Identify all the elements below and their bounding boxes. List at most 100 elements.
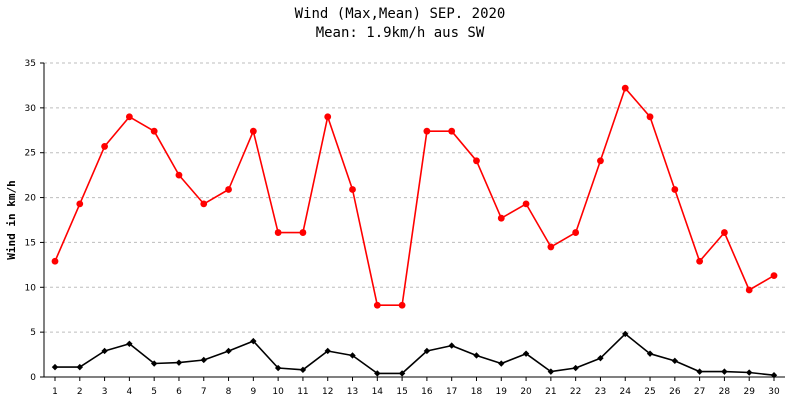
series-1-point-18 bbox=[473, 352, 480, 359]
series-1-point-1 bbox=[51, 363, 59, 371]
x-tick-label-5: 5 bbox=[151, 387, 157, 397]
series-0-point-18 bbox=[473, 157, 480, 165]
chart-title: Wind (Max,Mean) SEP. 2020 bbox=[295, 6, 506, 22]
series-1-point-15 bbox=[398, 370, 406, 377]
y-tick-label-0: 0 bbox=[30, 373, 36, 383]
x-tick-label-26: 26 bbox=[669, 387, 681, 397]
x-tick-label-3: 3 bbox=[102, 387, 108, 397]
x-tick-label-8: 8 bbox=[226, 387, 232, 397]
series-1-point-12 bbox=[324, 347, 331, 355]
series-0-point-3 bbox=[101, 143, 108, 150]
x-tick-label-16: 16 bbox=[421, 387, 433, 397]
x-tick-label-15: 15 bbox=[396, 387, 407, 397]
x-tick-label-1: 1 bbox=[52, 387, 58, 397]
series-0-point-15 bbox=[398, 301, 406, 309]
series-1-point-3 bbox=[101, 347, 108, 355]
y-tick-label-25: 25 bbox=[25, 149, 36, 159]
series-1-point-29 bbox=[746, 369, 753, 376]
series-1-point-30 bbox=[770, 372, 778, 379]
series-0-line bbox=[54, 87, 775, 307]
x-tick-label-20: 20 bbox=[520, 387, 532, 397]
x-tick-label-13: 13 bbox=[347, 387, 358, 397]
x-tick-label-14: 14 bbox=[372, 387, 384, 397]
x-tick-label-11: 11 bbox=[297, 387, 308, 397]
series-0-point-23 bbox=[597, 157, 604, 165]
x-tick-label-23: 23 bbox=[595, 387, 606, 397]
series-1-point-2 bbox=[76, 363, 83, 371]
x-tick-label-29: 29 bbox=[743, 387, 755, 397]
series-0-point-16 bbox=[423, 127, 431, 135]
series-1-point-13 bbox=[349, 352, 356, 359]
series-1-point-19 bbox=[498, 360, 505, 367]
y-tick-label-10: 10 bbox=[25, 283, 37, 293]
series-0-point-20 bbox=[522, 200, 530, 208]
x-tick-label-10: 10 bbox=[272, 387, 284, 397]
series-0-point-24 bbox=[621, 84, 629, 92]
y-axis-label: Wind in km/h bbox=[5, 180, 18, 259]
series-0-point-14 bbox=[373, 301, 381, 309]
series-0-point-27 bbox=[696, 257, 704, 265]
series-1-point-5 bbox=[150, 360, 158, 367]
series-1-point-11 bbox=[299, 366, 307, 374]
x-tick-label-9: 9 bbox=[250, 387, 256, 397]
x-tick-label-4: 4 bbox=[127, 387, 133, 397]
x-tick-label-18: 18 bbox=[471, 387, 483, 397]
series-0-point-6 bbox=[175, 171, 183, 179]
series-1-point-16 bbox=[423, 347, 431, 355]
x-tick-label-17: 17 bbox=[446, 387, 457, 397]
x-tick-label-24: 24 bbox=[620, 387, 632, 397]
series-1-point-20 bbox=[522, 350, 530, 357]
series-1-point-26 bbox=[671, 357, 679, 365]
gridlines bbox=[44, 62, 785, 333]
series-1-point-28 bbox=[721, 368, 728, 375]
x-tick-label-7: 7 bbox=[201, 387, 207, 397]
series-0-point-5 bbox=[150, 127, 158, 135]
series-1-point-6 bbox=[175, 359, 183, 366]
y-tick-label-35: 35 bbox=[25, 59, 36, 69]
series-0-point-13 bbox=[349, 186, 356, 193]
series-0-point-11 bbox=[299, 229, 307, 236]
x-tick-label-30: 30 bbox=[768, 387, 780, 397]
chart-subtitle: Mean: 1.9km/h aus SW bbox=[316, 25, 485, 41]
series-0-point-8 bbox=[225, 186, 232, 193]
series-1-point-23 bbox=[597, 354, 604, 362]
series-0-point-26 bbox=[671, 186, 679, 193]
series-1-point-14 bbox=[374, 370, 381, 377]
series-0-point-19 bbox=[497, 214, 505, 222]
x-tick-label-6: 6 bbox=[176, 387, 182, 397]
series-0-point-22 bbox=[572, 229, 580, 236]
y-tick-label-15: 15 bbox=[25, 238, 36, 248]
series-0-point-28 bbox=[721, 229, 728, 236]
series-1-point-22 bbox=[572, 364, 579, 372]
series-1-point-17 bbox=[448, 342, 455, 349]
series-0-point-12 bbox=[324, 113, 332, 121]
series-1-point-9 bbox=[250, 337, 257, 345]
y-tick-label-20: 20 bbox=[25, 194, 37, 204]
series-1-point-25 bbox=[646, 350, 654, 357]
series-0-point-7 bbox=[200, 200, 208, 208]
series-0-point-21 bbox=[547, 243, 555, 251]
x-tick-label-28: 28 bbox=[719, 387, 731, 397]
series-1-line bbox=[55, 333, 775, 376]
series-0-point-29 bbox=[745, 286, 753, 294]
series-0-point-25 bbox=[646, 113, 654, 121]
series-0-point-17 bbox=[448, 127, 456, 135]
x-tick-label-27: 27 bbox=[694, 387, 705, 397]
series-1-point-21 bbox=[547, 368, 555, 375]
x-tick-label-2: 2 bbox=[77, 387, 83, 397]
y-tick-label-30: 30 bbox=[25, 104, 37, 114]
series-1-point-8 bbox=[225, 347, 232, 355]
series-0-point-30 bbox=[770, 272, 778, 280]
x-tick-label-22: 22 bbox=[570, 387, 581, 397]
y-tick-label-5: 5 bbox=[30, 328, 36, 338]
series-layer bbox=[51, 84, 778, 379]
series-0-point-4 bbox=[125, 113, 133, 121]
x-tick-label-21: 21 bbox=[545, 387, 556, 397]
series-0-point-9 bbox=[249, 127, 257, 135]
series-1-point-10 bbox=[274, 364, 282, 372]
x-tick-label-19: 19 bbox=[496, 387, 508, 397]
series-1-point-7 bbox=[200, 356, 207, 364]
series-1-point-4 bbox=[126, 340, 133, 348]
